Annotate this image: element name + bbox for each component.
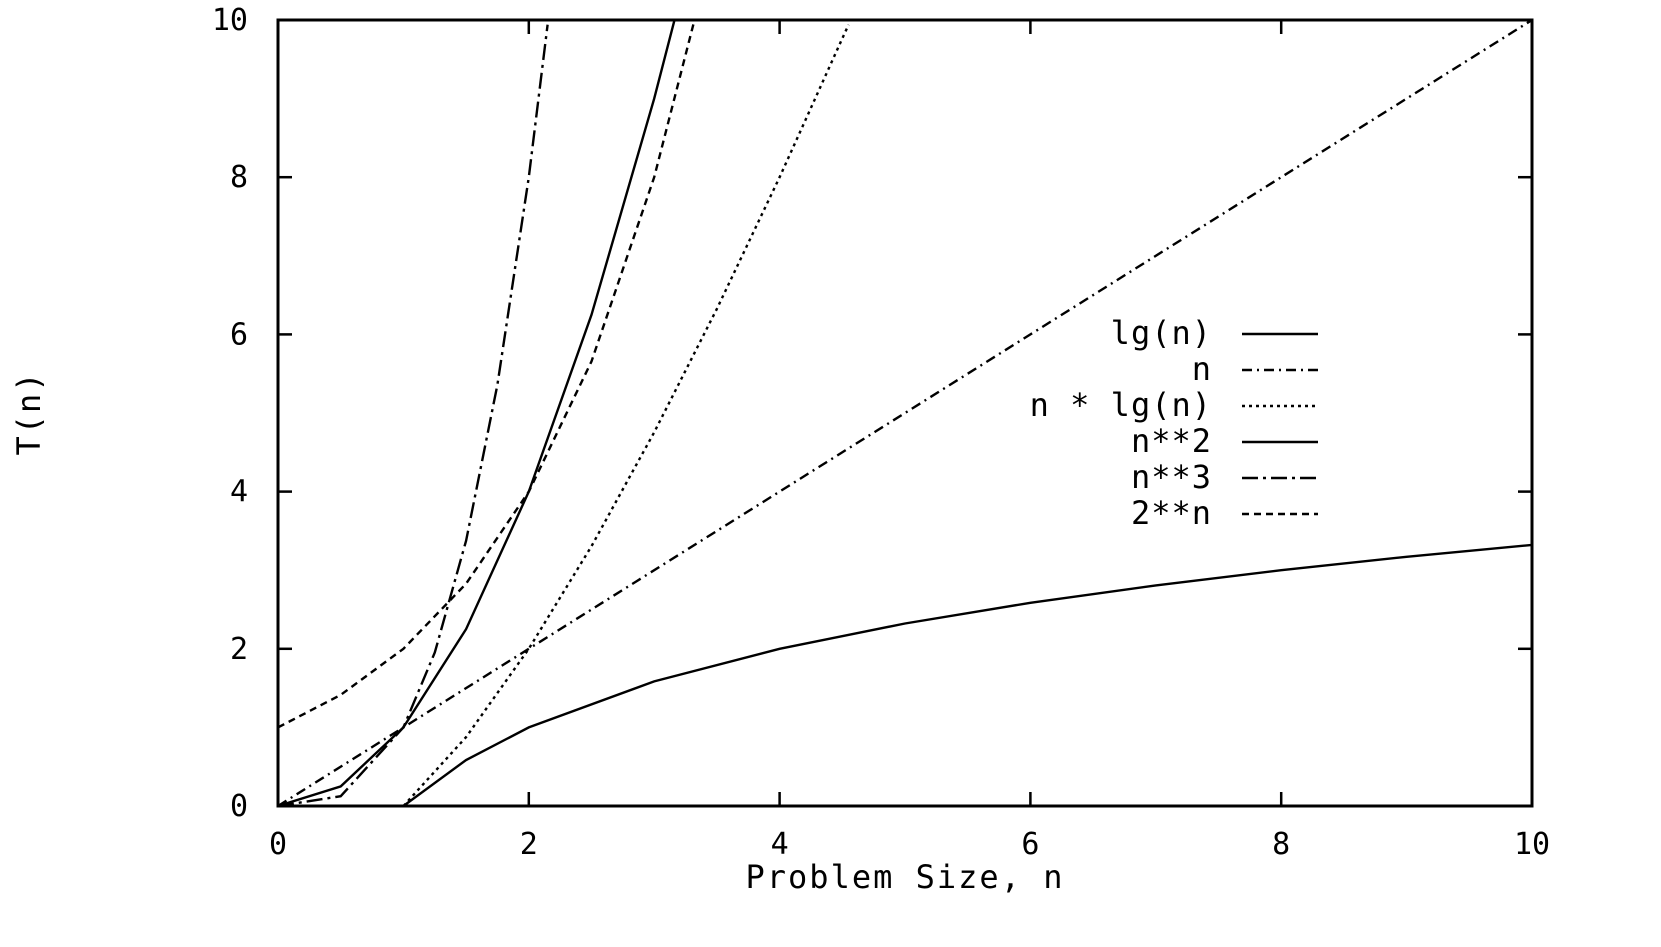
series-line-n-2 xyxy=(278,20,676,806)
y-tick-label: 0 xyxy=(230,789,248,824)
x-tick-label: 4 xyxy=(771,827,789,862)
legend-label-n-3: n**3 xyxy=(1131,458,1212,496)
y-tick-label: 4 xyxy=(230,475,248,510)
legend-label-2-n: 2**n xyxy=(1131,494,1212,532)
x-axis-label: Problem Size, n xyxy=(746,858,1065,896)
y-tick-label: 6 xyxy=(230,317,248,352)
tick-labels: 0 2 4 6 8 10 0 2 4 6 8 10 xyxy=(212,3,1550,862)
y-axis-label: T(n) xyxy=(10,370,48,455)
x-tick-label: 10 xyxy=(1514,827,1550,862)
legend-label-n-lg-n: n * lg(n) xyxy=(1030,386,1212,424)
x-tick-label: 6 xyxy=(1021,827,1039,862)
x-tick-label: 0 xyxy=(269,827,287,862)
series-line-n xyxy=(278,20,1532,806)
series-line-n-lg-n xyxy=(402,24,850,806)
legend-label-n: n xyxy=(1192,350,1212,388)
y-tick-label: 10 xyxy=(212,3,248,38)
series-line-2-n xyxy=(278,20,696,729)
y-tick-label: 8 xyxy=(230,160,248,195)
x-tick-label: 8 xyxy=(1272,827,1290,862)
legend-label-n-2: n**2 xyxy=(1131,422,1212,460)
legend: lg(n)nn * lg(n)n**2n**32**n xyxy=(1030,314,1318,532)
x-tick-label: 2 xyxy=(520,827,538,862)
series-line-n-3 xyxy=(278,24,549,806)
series-line-lg-n xyxy=(402,543,1532,806)
plot-frame xyxy=(276,18,1534,808)
y-tick-label: 2 xyxy=(230,632,248,667)
legend-label-lg-n: lg(n) xyxy=(1111,314,1212,352)
series-group xyxy=(278,20,1532,806)
